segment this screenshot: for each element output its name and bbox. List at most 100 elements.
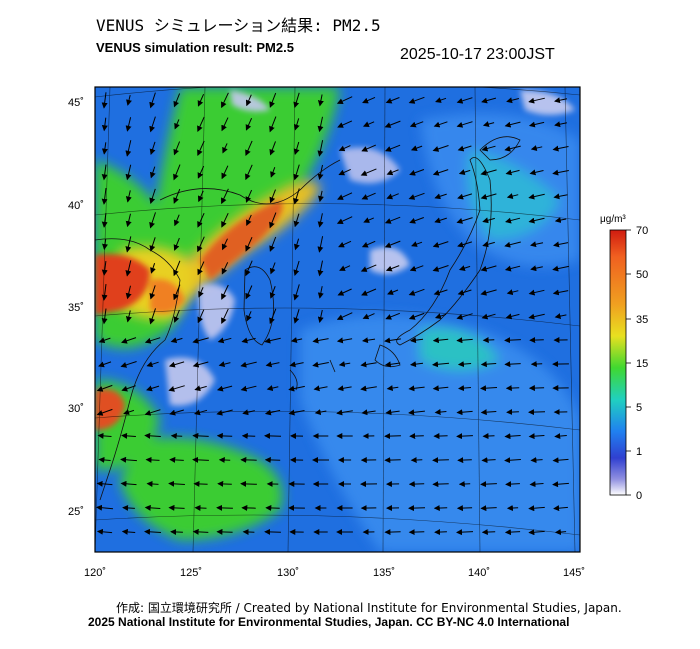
wind-arrow	[528, 505, 545, 512]
colorbar-label: 35	[636, 314, 648, 326]
wind-arrow	[385, 312, 400, 320]
wind-arrow	[269, 308, 277, 325]
wind-arrow	[336, 216, 353, 224]
wind-arrow	[337, 192, 353, 200]
wind-arrow	[506, 505, 519, 512]
wind-arrow	[408, 96, 425, 104]
wind-arrow	[361, 288, 377, 296]
wind-arrow	[242, 409, 255, 416]
wind-arrow	[504, 121, 521, 128]
wind-arrow	[384, 144, 401, 152]
wind-arrow	[554, 97, 568, 104]
wind-arrow	[384, 120, 401, 128]
wind-arrow	[554, 217, 567, 224]
wind-arrow	[336, 312, 353, 320]
wind-arrow	[98, 337, 111, 344]
wind-arrow	[482, 217, 495, 224]
wind-arrow	[505, 169, 520, 176]
wind-arrow	[194, 385, 207, 392]
wind-arrow	[216, 385, 233, 392]
wind-arrow	[553, 193, 568, 200]
wind-arrow	[338, 240, 352, 248]
wind-arrow	[482, 433, 495, 440]
wind-arrow	[168, 504, 185, 511]
wind-arrow	[144, 528, 162, 535]
wind-arrow	[168, 480, 185, 487]
wind-arrow	[269, 212, 277, 229]
wind-arrow	[552, 169, 569, 176]
wind-arrow	[480, 385, 498, 392]
wind-arrow	[193, 480, 208, 487]
wind-arrow	[125, 310, 132, 323]
wind-arrow	[317, 116, 324, 133]
wind-arrow	[456, 505, 473, 512]
wind-arrow	[432, 241, 449, 248]
wind-arrow	[528, 289, 545, 296]
wind-arrow	[269, 92, 277, 108]
wind-arrow	[530, 145, 543, 151]
wind-arrow	[384, 337, 401, 344]
wind-arrow	[216, 432, 233, 439]
wind-arrow	[197, 140, 205, 157]
wind-arrow	[384, 216, 401, 224]
wind-arrow	[480, 289, 497, 296]
wind-arrow	[360, 361, 377, 368]
lon-label: 120˚	[84, 567, 106, 579]
wind-arrow	[433, 289, 448, 296]
wind-arrow	[101, 284, 108, 301]
wind-arrow	[197, 261, 205, 276]
wind-arrow	[458, 265, 471, 271]
wind-arrow	[433, 121, 448, 128]
wind-arrow	[408, 288, 425, 296]
map-field	[95, 87, 580, 552]
wind-arrow	[144, 409, 161, 416]
wind-arrow	[360, 385, 377, 392]
wind-arrow	[528, 121, 545, 128]
wind-arrow	[456, 409, 473, 416]
wind-arrow	[317, 260, 324, 277]
wind-arrow	[293, 213, 300, 228]
wind-arrow	[481, 145, 496, 152]
wind-arrow	[101, 308, 108, 325]
wind-arrow	[149, 116, 156, 133]
wind-arrow	[457, 457, 472, 464]
wind-arrow	[168, 385, 185, 392]
wind-arrow	[216, 504, 233, 511]
wind-arrow	[457, 241, 473, 248]
wind-arrow	[288, 385, 305, 392]
wind-arrow	[101, 117, 108, 132]
wind-arrow	[173, 188, 181, 204]
wind-arrow	[269, 116, 277, 133]
wind-arrow	[528, 97, 545, 104]
wind-arrow	[98, 456, 111, 463]
wind-arrow	[149, 308, 156, 325]
wind-arrow	[173, 309, 180, 323]
wind-arrow	[96, 480, 113, 487]
wind-arrow	[221, 165, 229, 180]
latitude-axis: 45˚ 40˚ 35˚ 30˚ 25˚	[68, 97, 84, 518]
wind-arrow	[554, 529, 567, 535]
wind-arrow	[529, 481, 544, 488]
wind-arrow	[120, 456, 137, 463]
wind-arrow	[338, 361, 351, 368]
wind-arrow	[336, 337, 353, 344]
wind-arrow	[293, 92, 300, 109]
wind-arrow	[505, 385, 520, 392]
wind-arrow	[480, 193, 497, 200]
wind-arrow	[553, 241, 569, 248]
wind-arrow	[241, 337, 256, 344]
wind-arrow	[411, 241, 423, 247]
wind-arrow	[121, 385, 136, 392]
wind-arrow	[504, 337, 521, 344]
wind-arrow	[409, 265, 424, 272]
wind-arrow	[362, 121, 375, 127]
wind-arrow	[504, 241, 521, 248]
wind-arrow	[554, 121, 567, 128]
wind-arrow	[149, 92, 156, 109]
wind-arrow	[96, 504, 114, 511]
wind-arrow	[456, 313, 473, 320]
wind-arrow	[337, 288, 352, 296]
wind-arrow	[269, 262, 276, 275]
wind-arrow	[125, 117, 132, 132]
